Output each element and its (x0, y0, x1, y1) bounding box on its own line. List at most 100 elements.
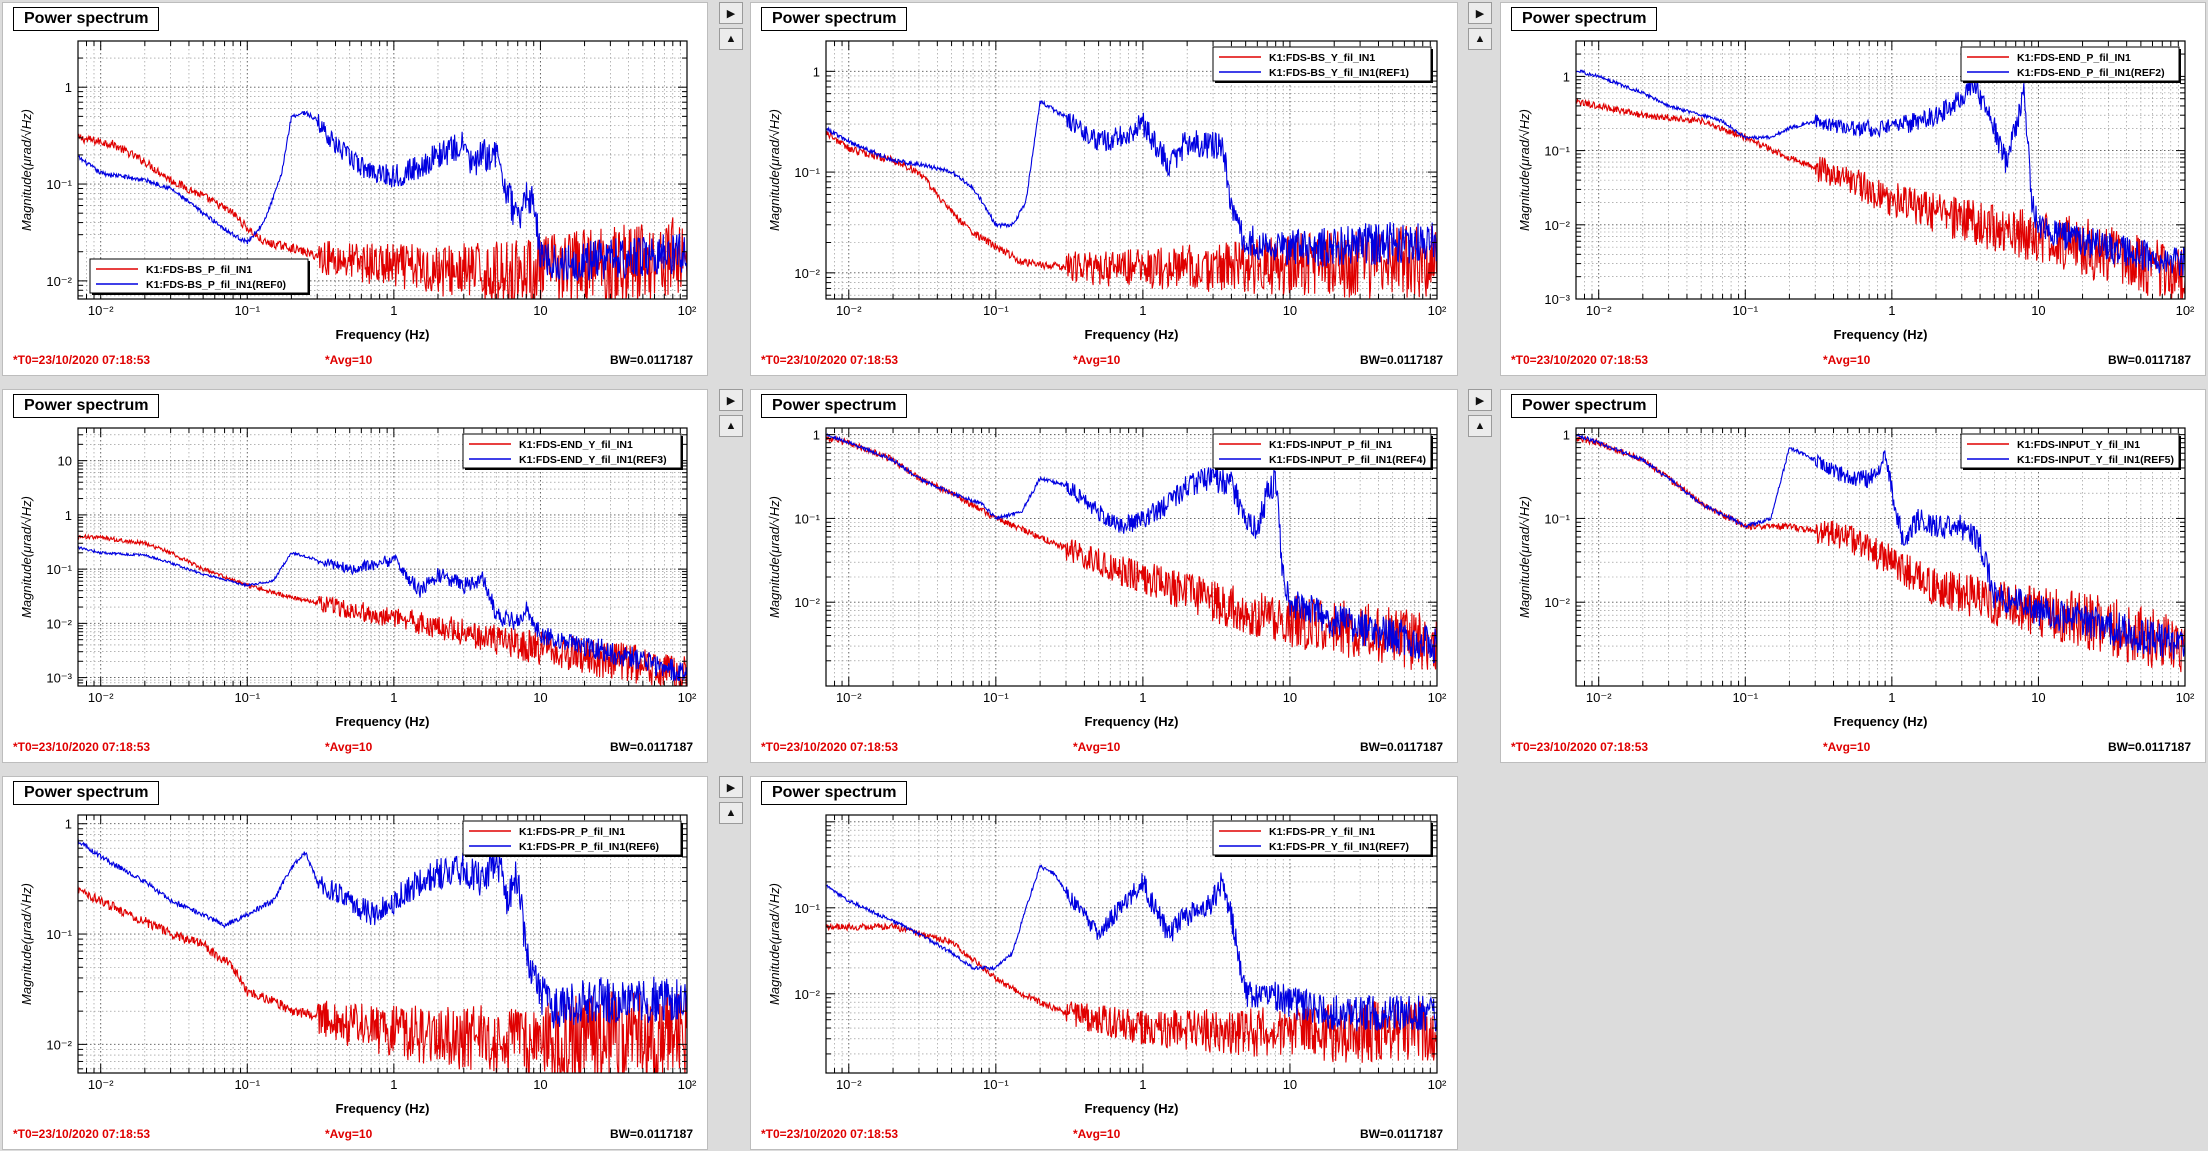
panel-footer: *T0=23/10/2020 07:18:53 *Avg=10 BW=0.01171… (1501, 740, 2205, 756)
move-up-button[interactable]: ▲ (1468, 415, 1492, 437)
spectrum-plot: 10⁻² 10⁻¹ 1 10 10² 10⁻³ 10⁻² 10⁻¹ 1 Frequency (Hz… (1517, 40, 2195, 342)
y-axis-label: Magnitude(μrad/√Hz) (19, 496, 34, 618)
y-tick-label: 1 (813, 428, 820, 443)
bandwidth-label: BW=0.0117187 (1359, 353, 1443, 367)
x-axis-label: Frequency (Hz) (1085, 714, 1179, 729)
y-tick-label: 10⁻¹ (46, 177, 72, 192)
x-tick-label: 10² (2176, 303, 2195, 318)
y-tick-label: 1 (65, 80, 72, 95)
legend-box (1212, 433, 1432, 469)
legend-entry: K1:FDS-INPUT_Y_fil_IN1 (2017, 439, 2140, 451)
panel-title: Power spectrum (13, 781, 160, 805)
x-tick-label: 10⁻² (836, 690, 862, 705)
x-tick-label: 10² (1428, 690, 1447, 705)
legend-entry: K1:FDS-BS_P_fil_IN1 (146, 264, 252, 276)
x-axis-label: Frequency (Hz) (336, 1101, 430, 1116)
x-tick-label: 10⁻² (88, 1077, 114, 1092)
start-time-label: *T0=23/10/2020 07:18:53 (13, 740, 151, 754)
move-up-button[interactable]: ▲ (719, 415, 743, 437)
legend-box (1960, 46, 2180, 82)
x-tick-label: 1 (390, 303, 397, 318)
x-tick-label: 10 (1283, 303, 1297, 318)
bandwidth-label: BW=0.0117187 (609, 353, 693, 367)
legend-box (1212, 820, 1432, 856)
grid (1575, 40, 2186, 300)
series-line-2 (1576, 433, 2185, 660)
move-up-button[interactable]: ▲ (719, 802, 743, 824)
x-tick-label: 1 (390, 1077, 397, 1092)
y-tick-label: 1 (1563, 69, 1570, 84)
x-tick-label: 10² (2176, 690, 2195, 705)
axis-ticks (77, 427, 688, 687)
x-tick-label: 10⁻¹ (234, 303, 260, 318)
y-tick-label: 1 (813, 64, 820, 79)
y-axis-label: Magnitude(μrad/√Hz) (19, 883, 34, 1005)
series-line-1 (826, 435, 1437, 670)
spectrum-panel-6: Power spectrum *T0=23/10/2020 07:18:53 *Av… (1500, 389, 2206, 763)
legend-entry: K1:FDS-END_Y_fil_IN1(REF3) (519, 454, 667, 466)
x-tick-label: 1 (390, 690, 397, 705)
y-axis-label: Magnitude(μrad/√Hz) (767, 109, 782, 231)
x-axis-label: Frequency (Hz) (1085, 1101, 1179, 1116)
bandwidth-label: BW=0.0117187 (1359, 1127, 1443, 1141)
x-tick-label: 10² (678, 303, 697, 318)
legend-entry: K1:FDS-PR_P_fil_IN1(REF6) (519, 841, 659, 853)
start-time-label: *T0=23/10/2020 07:18:53 (761, 353, 899, 367)
panel-footer: *T0=23/10/2020 07:18:53 *Avg=10 BW=0.01171… (3, 353, 707, 369)
x-tick-label: 1 (1139, 303, 1146, 318)
y-axis-label: Magnitude(μrad/√Hz) (1517, 496, 1532, 618)
y-tick-label: 10⁻² (46, 274, 72, 289)
arrow-up-icon: ▲ (1474, 420, 1486, 432)
y-tick-label: 10⁻² (794, 987, 820, 1002)
y-tick-label: 10⁻² (794, 595, 820, 610)
x-tick-label: 10 (533, 1077, 547, 1092)
x-tick-label: 10 (1283, 690, 1297, 705)
axis-ticks (825, 428, 1438, 687)
y-tick-label: 1 (65, 817, 72, 832)
plot-frame (77, 40, 688, 300)
spectrum-plot: 10⁻² 10⁻¹ 1 10 10² 10⁻² 10⁻¹ Frequency (Hz) Magn… (767, 814, 1447, 1116)
series-line-2 (826, 99, 1437, 268)
series-line-2 (78, 838, 687, 1029)
panel-footer: *T0=23/10/2020 07:18:53 *Avg=10 BW=0.01171… (3, 740, 707, 756)
plot-frame (77, 814, 688, 1074)
axis-ticks (825, 815, 1438, 1073)
move-up-button[interactable]: ▲ (1468, 28, 1492, 50)
move-up-button[interactable]: ▲ (719, 28, 743, 50)
plot-frame (1575, 40, 2186, 300)
spectrum-panel-8: Power spectrum *T0=23/10/2020 07:18:53 *Av… (750, 776, 1458, 1150)
x-axis-label: Frequency (Hz) (1085, 327, 1179, 342)
bandwidth-label: BW=0.0117187 (609, 740, 693, 754)
move-right-button[interactable]: ▶ (1468, 2, 1492, 24)
move-right-button[interactable]: ▶ (719, 2, 743, 24)
x-tick-label: 1 (1888, 303, 1895, 318)
series-line-1 (826, 921, 1437, 1063)
legend-entry: K1:FDS-PR_Y_fil_IN1 (1269, 826, 1375, 838)
panel-title: Power spectrum (761, 7, 908, 31)
spectrum-panel-1: Power spectrum *T0=23/10/2020 07:18:53 *Av… (2, 2, 708, 376)
panel-title: Power spectrum (1511, 7, 1658, 31)
panel-title: Power spectrum (13, 394, 160, 418)
spectrum-panel-5: Power spectrum *T0=23/10/2020 07:18:53 *Av… (750, 389, 1458, 763)
legend-entry: K1:FDS-INPUT_Y_fil_IN1(REF5) (2017, 454, 2174, 466)
series-line-1 (78, 533, 687, 686)
plot-frame (825, 40, 1438, 300)
series-line-1 (78, 885, 687, 1073)
move-right-button[interactable]: ▶ (719, 389, 743, 411)
spectrum-plot: 10⁻² 10⁻¹ 1 10 10² 10⁻² 10⁻¹ 1 Frequency (Hz) Mag… (767, 40, 1447, 342)
row1-col3-scroll-arrows: ▶ ▲ (1468, 2, 1494, 54)
row2-col2-scroll-arrows: ▶ ▲ (719, 389, 745, 441)
y-tick-label: 10⁻¹ (794, 165, 820, 180)
legend-entry: K1:FDS-INPUT_P_fil_IN1(REF4) (1269, 454, 1426, 466)
axis-ticks (825, 40, 1438, 299)
arrow-right-icon: ▶ (726, 781, 736, 794)
x-tick-label: 10⁻² (88, 303, 114, 318)
y-axis-label: Magnitude(μrad/√Hz) (19, 109, 34, 231)
move-right-button[interactable]: ▶ (719, 776, 743, 798)
axis-ticks (1575, 428, 2186, 687)
move-right-button[interactable]: ▶ (1468, 389, 1492, 411)
series-line-2 (78, 546, 687, 682)
panel-footer: *T0=23/10/2020 07:18:53 *Avg=10 BW=0.01171… (751, 1127, 1457, 1143)
y-tick-label: 10⁻³ (1544, 292, 1570, 307)
series-line-2 (1576, 69, 2185, 276)
